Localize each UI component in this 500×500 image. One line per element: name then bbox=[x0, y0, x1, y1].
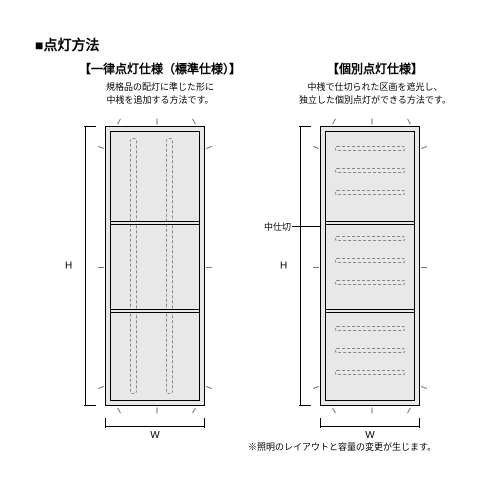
right-dim-w: W bbox=[320, 418, 420, 434]
left-column: 【一律点灯仕様（標準仕様）】 規格品の配灯に準じた形に 中桟を追加する方法です。… bbox=[55, 60, 265, 438]
left-tube-2 bbox=[166, 138, 173, 394]
left-dim-w-label: W bbox=[150, 430, 159, 441]
right-dim-h-label: H bbox=[280, 261, 287, 272]
left-box bbox=[105, 126, 205, 406]
left-dim-h: H bbox=[77, 126, 93, 406]
right-lamp-3 bbox=[335, 190, 405, 195]
left-tube-1 bbox=[130, 138, 137, 394]
page-title: ■点灯方法 bbox=[35, 35, 99, 55]
left-divider-1 bbox=[111, 221, 199, 225]
left-subtitle: 【一律点灯仕様（標準仕様）】 bbox=[55, 60, 265, 77]
right-lamp-1 bbox=[335, 146, 405, 151]
right-column: 【個別点灯仕様】 中桟で仕切られた区画を遮光し、 独立した個別点灯ができる方法で… bbox=[270, 60, 480, 438]
left-description: 規格品の配灯に準じた形に 中桟を追加する方法です。 bbox=[55, 81, 265, 106]
footnote: ※照明のレイアウトと容量の変更が生じます。 bbox=[248, 440, 436, 453]
right-description: 中桟で仕切られた区画を遮光し、 独立した個別点灯ができる方法です。 bbox=[270, 81, 480, 106]
left-dim-h-label: H bbox=[65, 261, 72, 272]
left-box-inner bbox=[110, 131, 200, 401]
right-desc-line1: 中桟で仕切られた区画を遮光し、 bbox=[307, 82, 442, 92]
right-lamp-6 bbox=[335, 280, 405, 285]
right-lamp-9 bbox=[335, 370, 405, 375]
callout-label: 中仕切 bbox=[264, 220, 291, 233]
right-dim-h: H bbox=[292, 126, 308, 406]
left-dim-w: W bbox=[105, 418, 205, 434]
left-divider-2 bbox=[111, 309, 199, 313]
right-box bbox=[320, 126, 420, 406]
right-lamp-7 bbox=[335, 326, 405, 331]
right-diagram: H 中仕切 bbox=[270, 118, 480, 438]
right-lamp-2 bbox=[335, 168, 405, 173]
right-desc-line2: 独立した個別点灯ができる方法です。 bbox=[299, 95, 451, 105]
right-lamp-4 bbox=[335, 236, 405, 241]
left-desc-line2: 中桟を追加する方法です。 bbox=[106, 95, 213, 105]
right-divider-1 bbox=[326, 221, 414, 225]
right-lamp-8 bbox=[335, 348, 405, 353]
right-lamp-5 bbox=[335, 258, 405, 263]
right-subtitle: 【個別点灯仕様】 bbox=[270, 60, 480, 77]
callout-line bbox=[292, 226, 322, 227]
left-diagram: H W bbox=[55, 118, 265, 438]
right-divider-2 bbox=[326, 309, 414, 313]
left-desc-line1: 規格品の配灯に準じた形に bbox=[106, 82, 214, 92]
right-box-inner bbox=[325, 131, 415, 401]
